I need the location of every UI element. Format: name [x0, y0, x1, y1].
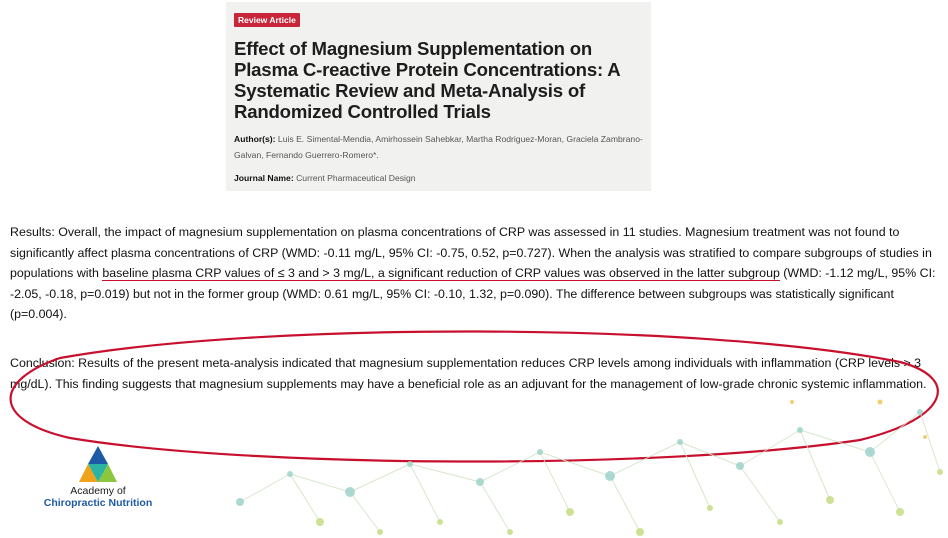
authors-list: Luis E. Simental-Mendia, Amirhossein Sah…: [234, 134, 643, 160]
results-underlined-finding: baseline plasma CRP values of ≤ 3 and > …: [102, 266, 780, 281]
logo-text-line1: Academy of: [70, 485, 126, 497]
journal-name: Current Pharmaceutical Design: [296, 173, 416, 183]
logo-text-line2: Chiropractic Nutrition: [43, 497, 153, 509]
authors-label: Author(s):: [234, 134, 276, 144]
academy-logo: Academy of Chiropractic Nutrition: [28, 444, 168, 509]
results-text-start: Results: Overall, the impact of magnesiu…: [10, 225, 932, 280]
journal-line: Journal Name: Current Pharmaceutical Des…: [234, 173, 651, 183]
article-title: Effect of Magnesium Supplementation on P…: [234, 38, 620, 122]
triangle-logo-icon: [79, 446, 117, 482]
results-paragraph: Results: Overall, the impact of magnesiu…: [10, 222, 940, 325]
molecule-network-decoration: [236, 399, 943, 536]
article-type-badge: Review Article: [234, 13, 300, 27]
results-text-end: (WMD: -1.12 mg/L, 95% CI: -2.05, -0.18, …: [10, 266, 936, 321]
article-authors: Author(s): Luis E. Simental-Mendia, Amir…: [234, 131, 644, 163]
journal-label: Journal Name:: [234, 173, 294, 183]
article-header-card: Review Article Effect of Magnesium Suppl…: [226, 2, 651, 191]
